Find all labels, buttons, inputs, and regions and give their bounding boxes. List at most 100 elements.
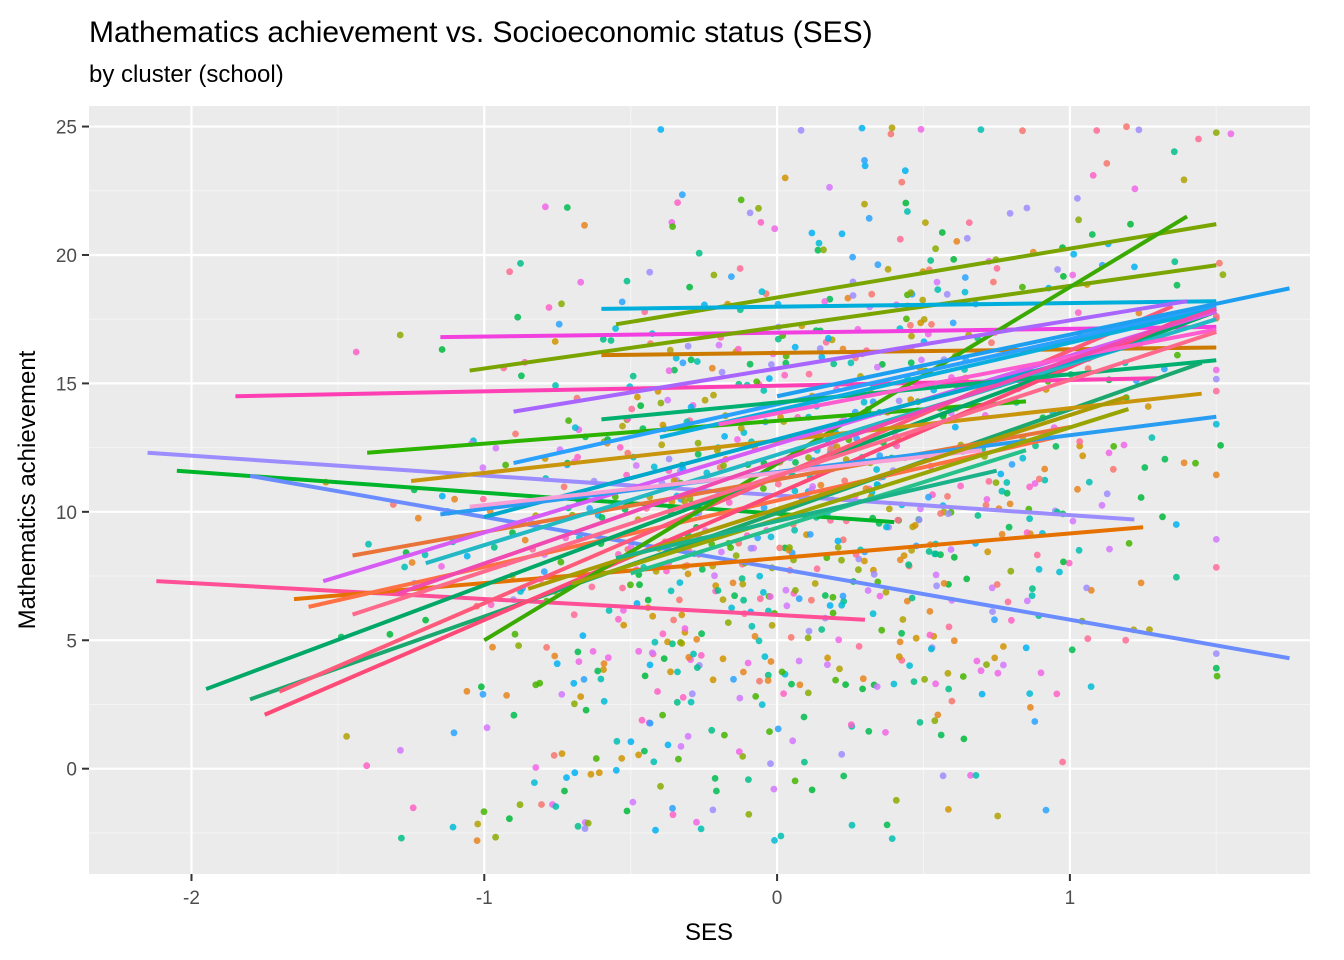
data-point [994,669,1002,677]
data-point [774,480,782,488]
data-point [739,580,747,588]
data-point [629,798,637,806]
data-point [1074,195,1081,202]
data-point [654,688,661,695]
data-point [806,531,814,538]
data-point [1212,420,1220,428]
data-point [892,796,900,804]
data-point [674,668,681,676]
data-point [1035,565,1043,573]
data-point [560,483,568,491]
data-point [1022,644,1030,652]
data-point [1004,598,1012,606]
data-point [838,601,846,609]
data-point [510,711,518,719]
data-point [694,450,702,458]
data-point [629,372,637,380]
data-point [618,298,626,306]
data-point [676,579,684,586]
fit-line [630,448,1027,576]
data-point [898,629,905,637]
data-point [1131,263,1138,271]
data-point [613,737,621,745]
data-point [363,762,371,770]
data-point [932,245,939,253]
data-point [1146,626,1153,633]
data-point [632,462,640,469]
data-point [555,320,563,328]
data-point [698,630,705,638]
data-point [618,755,626,762]
data-point [1070,250,1078,258]
data-point [932,680,939,688]
data-point [894,516,902,524]
data-point [859,675,867,683]
data-point [783,602,791,610]
fit-line [263,314,1188,717]
data-point [778,668,786,676]
data-point [715,341,723,349]
data-point [993,265,1001,272]
data-point [734,345,742,353]
data-point [646,719,654,727]
data-point [873,466,880,473]
data-point [921,675,928,683]
data-point [849,292,857,299]
data-point [740,596,747,604]
data-point [994,812,1002,820]
data-point [795,657,803,665]
data-point [1213,672,1221,680]
data-point [698,566,706,573]
data-point [1033,551,1041,559]
data-point [797,126,805,134]
data-point [1059,758,1066,766]
data-point [982,501,990,509]
data-point [693,818,700,826]
data-point [1137,579,1145,587]
data-point [912,634,920,642]
data-point [780,690,787,697]
data-point [972,772,980,779]
data-point [1212,650,1220,657]
data-point [1144,403,1152,410]
data-point [830,360,838,368]
data-point [988,584,996,592]
data-point [906,662,913,669]
data-point [615,615,622,623]
data-point [997,470,1005,478]
data-point [669,804,676,812]
data-point [947,546,955,553]
data-point [766,728,773,735]
data-point [1089,172,1097,179]
data-point [973,657,981,665]
data-point [791,343,799,351]
data-point [438,563,445,570]
data-point [1217,442,1224,449]
data-point [991,616,998,624]
data-point [515,642,522,649]
data-point [808,229,816,237]
x-axis: -2 -1 0 1 [183,874,1075,909]
data-point [898,178,906,186]
data-point [657,126,665,133]
data-point [582,706,590,714]
data-point [788,680,795,688]
data-point [483,724,491,732]
data-point [887,130,895,138]
data-point [641,747,648,755]
data-point [1127,220,1134,228]
data-point [869,610,877,618]
data-point [940,580,948,587]
data-point [577,693,585,700]
data-point [511,630,519,638]
data-point [1019,454,1027,462]
data-point [463,552,471,560]
data-point [665,455,673,463]
data-point [919,296,927,304]
data-point [842,681,849,688]
data-point [918,356,925,364]
data-point [756,677,763,685]
data-point [792,587,799,594]
data-point [1170,148,1178,156]
fit-line [718,327,1217,427]
